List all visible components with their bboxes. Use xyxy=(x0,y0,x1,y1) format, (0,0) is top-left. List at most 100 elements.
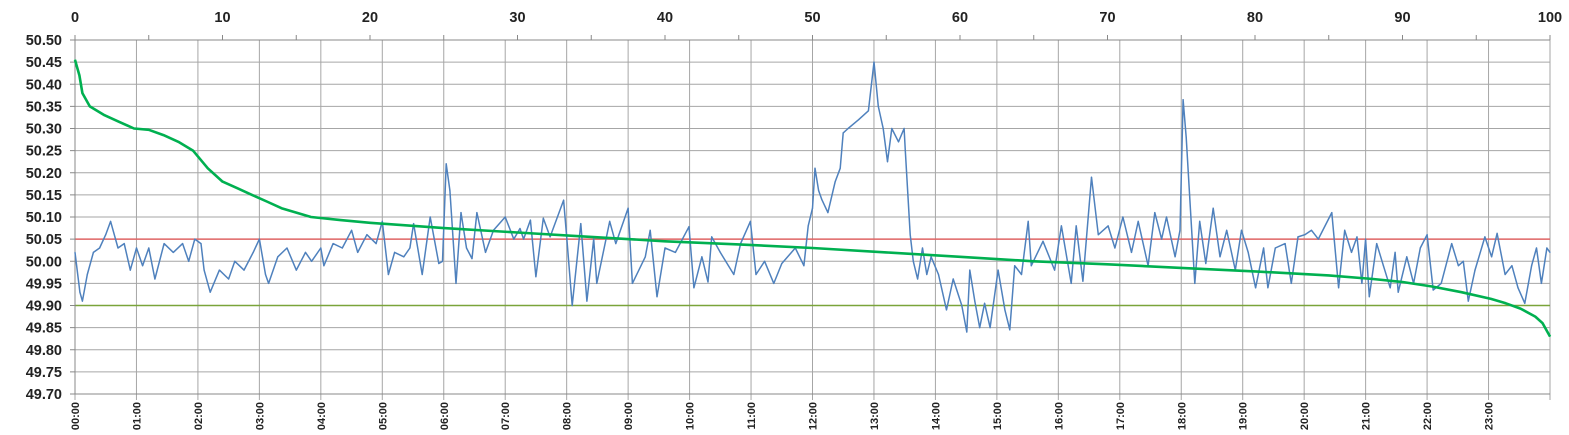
frequency-time-point xyxy=(1054,269,1056,271)
frequency-time-point xyxy=(375,243,377,245)
frequency-time-point xyxy=(1182,99,1184,101)
frequency-duration-curve-point xyxy=(78,74,80,76)
x-bottom-tick-label: 18:00 xyxy=(1176,402,1188,430)
frequency-time-point xyxy=(563,199,565,201)
y-tick-label: 50.10 xyxy=(26,210,62,226)
frequency-time-point xyxy=(1042,240,1044,242)
frequency-time-point xyxy=(984,302,986,304)
frequency-time-point xyxy=(867,110,870,112)
frequency-time-point xyxy=(886,161,889,163)
frequency-duration-curve-point xyxy=(1505,302,1507,304)
y-tick-label: 49.70 xyxy=(26,387,62,403)
frequency-time-point xyxy=(1185,136,1187,138)
frequency-duration-curve-point xyxy=(1431,285,1433,288)
frequency-time-point xyxy=(252,251,254,253)
axes xyxy=(70,35,1551,395)
frequency-time-point xyxy=(997,269,999,271)
frequency-duration-curve-point xyxy=(1542,322,1544,324)
frequency-time-point xyxy=(1317,238,1319,240)
frequency-time-point xyxy=(1376,243,1378,245)
series-group xyxy=(73,59,1552,338)
frequency-duration-curve-point xyxy=(266,200,268,203)
frequency-time-point xyxy=(234,260,236,262)
x-bottom-tick-label: 22:00 xyxy=(1422,402,1434,430)
frequency-time-point xyxy=(1240,229,1243,231)
frequency-time-point xyxy=(1082,280,1084,282)
frequency-time-point xyxy=(903,127,905,130)
frequency-time-point xyxy=(194,238,196,240)
frequency-time-point xyxy=(182,243,184,245)
frequency-time-point xyxy=(1517,287,1519,289)
frequency-time-point xyxy=(1540,282,1542,284)
frequency-time-point xyxy=(366,234,368,236)
frequency-duration-curve-point xyxy=(89,105,91,107)
frequency-time-point xyxy=(818,189,820,192)
frequency-time-point xyxy=(1107,225,1109,227)
y-tick-label: 49.95 xyxy=(26,276,62,292)
frequency-duration-curve-point xyxy=(280,207,283,209)
frequency-duration-curve-point xyxy=(148,129,150,131)
frequency-time-point xyxy=(1097,234,1099,236)
frequency-duration-curve-point xyxy=(1460,291,1463,293)
frequency-time-point xyxy=(688,226,690,228)
frequency-time-point xyxy=(471,258,473,260)
frequency-time-point xyxy=(1070,282,1072,284)
frequency-time-point xyxy=(1004,309,1006,311)
frequency-duration-curve-point xyxy=(103,114,106,116)
frequency-time-point xyxy=(323,265,325,267)
frequency-time-point xyxy=(105,234,107,236)
frequency-time-point xyxy=(656,296,658,298)
frequency-time-point xyxy=(117,247,119,249)
frequency-time-point xyxy=(163,243,165,245)
frequency-time-point xyxy=(904,150,906,152)
y-tick-label: 50.50 xyxy=(26,33,62,49)
frequency-time-point xyxy=(1165,216,1168,218)
x-bottom-tick-label: 10:00 xyxy=(685,402,697,430)
frequency-time-point xyxy=(449,189,451,192)
frequency-time-point xyxy=(549,236,551,238)
frequency-time-point xyxy=(1060,225,1062,227)
frequency-time-point xyxy=(1304,234,1306,236)
frequency-time-point xyxy=(1284,243,1286,245)
frequency-time-point xyxy=(811,207,814,209)
frequency-time-point xyxy=(1462,260,1464,262)
frequency-time-point xyxy=(264,273,267,276)
frequency-time-point xyxy=(858,119,860,121)
frequency-time-point xyxy=(1382,265,1384,267)
frequency-time-point xyxy=(465,247,468,249)
frequency-time-point xyxy=(1174,256,1176,258)
frequency-time-point xyxy=(441,260,444,262)
frequency-time-point xyxy=(631,282,634,284)
frequency-time-point xyxy=(381,220,383,222)
frequency-duration-curve-point xyxy=(1106,263,1109,265)
frequency-time-point xyxy=(1496,232,1498,234)
frequency-duration-curve-point xyxy=(590,236,592,238)
frequency-time-point xyxy=(1331,212,1333,214)
x-bottom-tick-label: 15:00 xyxy=(992,402,1004,430)
frequency-duration-curve-point xyxy=(811,247,814,249)
frequency-time-point xyxy=(394,251,396,253)
frequency-time-point xyxy=(897,141,900,143)
frequency-time-point xyxy=(1365,238,1367,240)
frequency-time-point xyxy=(701,256,703,258)
frequency-time-point xyxy=(529,219,532,221)
x-top-tick-label: 40 xyxy=(657,10,673,26)
frequency-time-point xyxy=(1368,296,1370,298)
frequency-time-point xyxy=(154,278,156,280)
frequency-time-point xyxy=(403,256,405,258)
frequency-time-point xyxy=(387,273,389,276)
frequency-time-point xyxy=(1030,265,1032,267)
frequency-time-point xyxy=(764,260,766,262)
frequency-time-point xyxy=(1009,329,1011,331)
frequency-time-point xyxy=(413,223,415,225)
frequency-time-point xyxy=(674,251,677,253)
frequency-time-point xyxy=(596,282,598,284)
frequency-time-point xyxy=(1406,256,1408,258)
x-bottom-tick-label: 07:00 xyxy=(500,402,512,430)
frequency-time-point xyxy=(877,105,879,107)
frequency-duration-curve-point xyxy=(1033,260,1035,262)
frequency-time-point xyxy=(74,251,76,253)
frequency-time-point xyxy=(1137,220,1139,222)
frequency-time-point xyxy=(1394,251,1396,253)
